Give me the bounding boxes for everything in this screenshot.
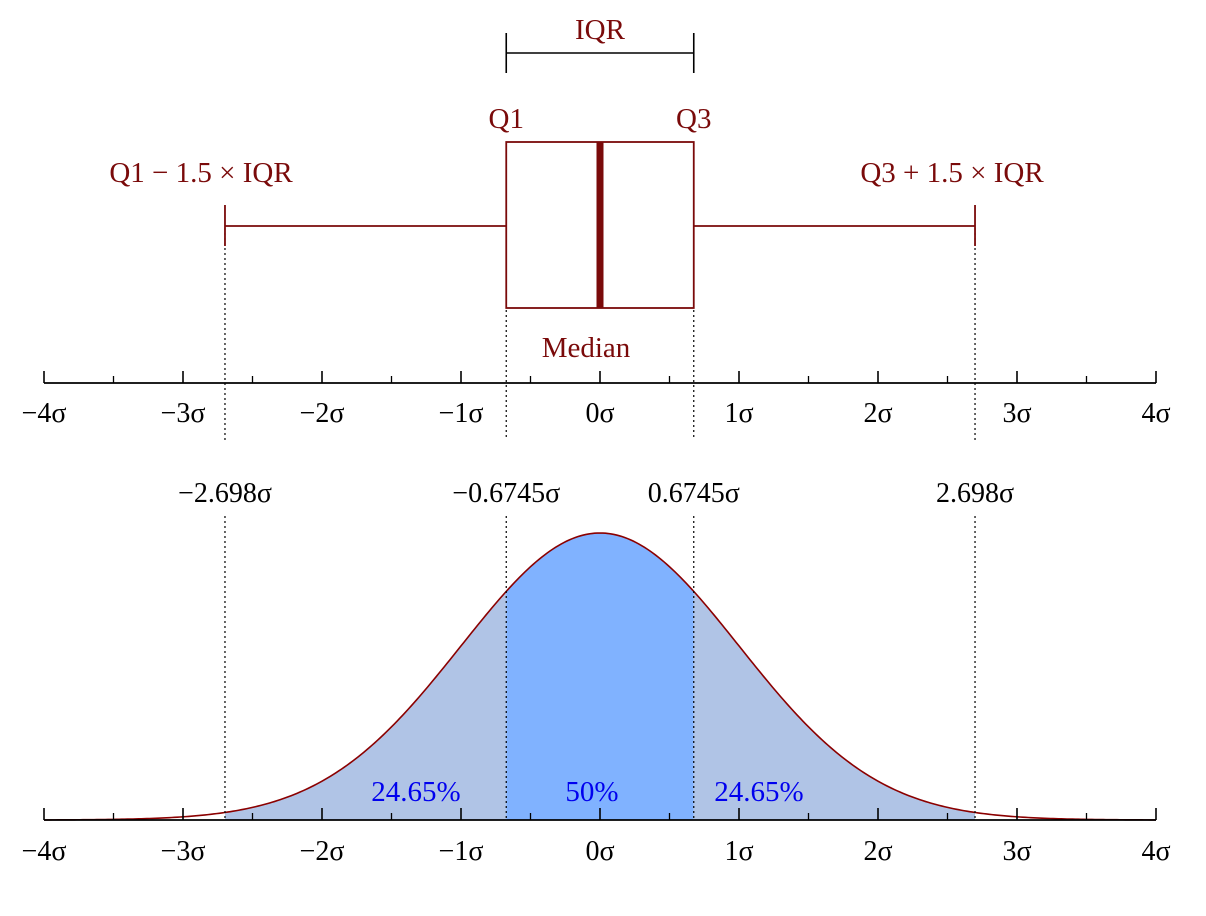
distribution-region-0 [224, 591, 507, 820]
median-label: Median [542, 332, 631, 364]
axes [43, 371, 1157, 821]
distribution-region-2 [693, 591, 976, 820]
region-percent-1: 50% [565, 776, 618, 808]
distribution-curve-layer [44, 532, 1156, 821]
whisker-high-label: Q3 + 1.5 × IQR [860, 157, 1044, 189]
dotted-guides [224, 228, 976, 820]
axis-2-tick-label-0: −4σ [22, 836, 67, 867]
iqr-label: IQR [575, 14, 626, 46]
marker-label-0: −2.698σ [178, 478, 272, 509]
axis-2-tick-label-5: 1σ [724, 836, 753, 867]
marker-label-1: −0.6745σ [452, 478, 560, 509]
marker-label-2: 0.6745σ [648, 478, 740, 509]
axis-1-tick-label-3: −1σ [439, 398, 484, 429]
axis-1-tick-label-7: 3σ [1002, 398, 1031, 429]
q3-label: Q3 [676, 103, 711, 135]
region-percent-2: 24.65% [714, 776, 803, 808]
axis-1-tick-label-5: 1σ [724, 398, 753, 429]
axis-2-tick-label-1: −3σ [161, 836, 206, 867]
region-percent-0: 24.65% [371, 776, 460, 808]
axis-1-tick-label-2: −2σ [300, 398, 345, 429]
axis-1-tick-label-8: 4σ [1141, 398, 1170, 429]
axis-1-tick-label-0: −4σ [22, 398, 67, 429]
boxplot [224, 33, 976, 309]
axis-1-tick-label-4: 0σ [585, 398, 614, 429]
labels: −4σ −4σ −3σ −3σ −2σ −2σ −1σ −1σ 0σ 0σ 1σ 1σ 2σ 2σ 3σ 3σ… [22, 14, 1171, 867]
axis-2-tick-label-3: −1σ [439, 836, 484, 867]
distribution-regions [224, 533, 976, 820]
normal-curve [44, 532, 1156, 821]
distribution-region-1 [506, 533, 694, 820]
axis-2-tick-label-6: 2σ [863, 836, 892, 867]
axis-2-tick-label-4: 0σ [585, 836, 614, 867]
axis-2-tick-label-2: −2σ [300, 836, 345, 867]
whisker-low-label: Q1 − 1.5 × IQR [109, 157, 293, 189]
marker-label-3: 2.698σ [936, 478, 1014, 509]
axis-2-tick-label-8: 4σ [1141, 836, 1170, 867]
axis-2-tick-label-7: 3σ [1002, 836, 1031, 867]
axis-1-tick-label-6: 2σ [863, 398, 892, 429]
q1-label: Q1 [489, 103, 524, 135]
axis-1-tick-label-1: −3σ [161, 398, 206, 429]
